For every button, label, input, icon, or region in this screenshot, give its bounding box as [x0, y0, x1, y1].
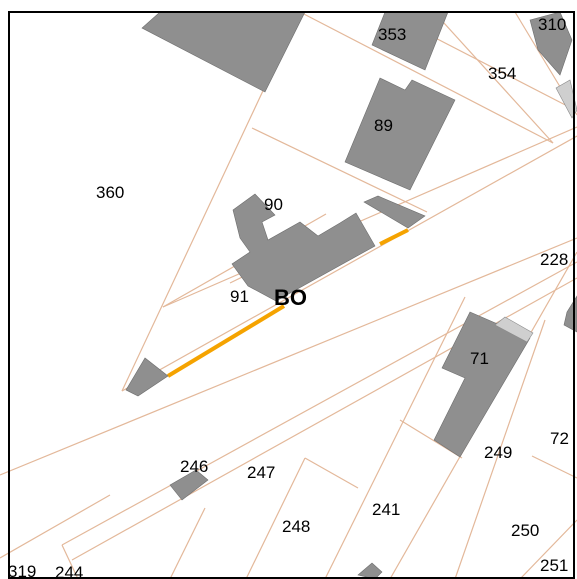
- parcel-label-72: 72: [550, 429, 569, 448]
- parcel-label-250: 250: [511, 521, 539, 540]
- parcel-label-249: 249: [484, 443, 512, 462]
- road-edge-north-b: [162, 126, 577, 308]
- parcel-label-71: 71: [470, 349, 489, 368]
- parcel-label-353: 353: [378, 25, 406, 44]
- parcel-label-251: 251: [540, 556, 568, 575]
- boundary-247-west: [169, 507, 206, 579]
- parcel-label-248: 248: [282, 517, 310, 536]
- highlight-segment-west: [166, 304, 286, 378]
- parcel-label-246: 246: [180, 457, 208, 476]
- boundary-89-south: [251, 127, 428, 213]
- boundary-72: [531, 455, 577, 479]
- buildings: [125, 11, 577, 579]
- building-246: [169, 469, 209, 501]
- building-360-south: [125, 357, 169, 397]
- road-edge-north: [121, 135, 577, 392]
- map-frame: [8, 11, 575, 579]
- boundary-251-west: [519, 519, 577, 579]
- boundary-353-east: [433, 11, 554, 144]
- parcel-label-91: 91: [230, 287, 249, 306]
- parcel-label-247: 247: [247, 463, 275, 482]
- boundary-241-west: [324, 296, 466, 579]
- building-310: [529, 11, 573, 76]
- boundary-250-west: [454, 319, 546, 579]
- road-edge-south-c: [0, 494, 111, 559]
- building-89: [344, 77, 456, 191]
- parcel-label-354: 354: [488, 64, 516, 83]
- boundary-248-north: [304, 457, 359, 489]
- road-edge-south: [0, 237, 577, 476]
- parcel-label-360: 360: [96, 183, 124, 202]
- building-71-annex: [494, 316, 534, 343]
- road-edge-south-b: [61, 261, 577, 546]
- building-90-east: [363, 195, 426, 229]
- boundary-244: [61, 544, 79, 579]
- parcel-label-244: 244: [55, 563, 83, 579]
- parcel-label-310: 310: [538, 15, 566, 34]
- parcel-label-241: 241: [372, 500, 400, 519]
- parcel-label-90: 90: [264, 195, 283, 214]
- parcel-labels: 353 310 354 89 360 90 91 228 71 72 249 2…: [8, 15, 569, 579]
- parcel-label-228: 228: [540, 250, 568, 269]
- building-90-91: [231, 193, 376, 302]
- boundary-248-west: [245, 457, 306, 579]
- building-310-annex: [555, 79, 577, 119]
- parcel-label-89: 89: [374, 116, 393, 135]
- parcel-label-319: 319: [8, 562, 36, 579]
- highlight-segments: [166, 228, 409, 378]
- boundary-top-diagonal: [299, 11, 554, 144]
- street-label: BO: [274, 285, 307, 310]
- highlight-segment-east: [379, 228, 409, 246]
